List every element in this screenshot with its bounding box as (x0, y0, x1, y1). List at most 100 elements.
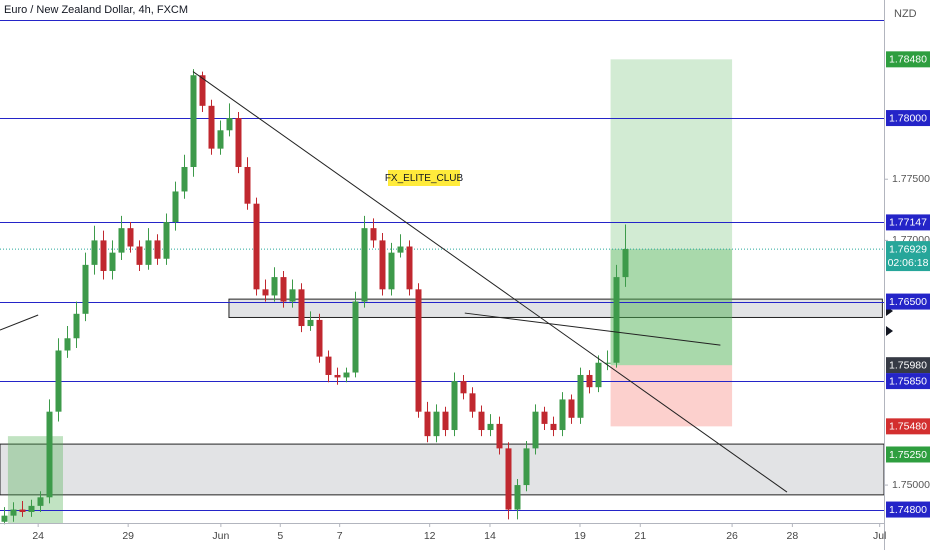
candle-body (253, 203, 260, 290)
candle-body (19, 509, 26, 512)
candle-body (280, 277, 287, 302)
candle-body (55, 350, 62, 412)
price-label: 1.78000 (889, 112, 927, 124)
candle-body (235, 118, 242, 167)
candle-body (181, 166, 188, 192)
stop-zone (610, 365, 733, 427)
candle-body (109, 252, 116, 271)
currency-label: NZD (894, 8, 917, 20)
candle-body (199, 75, 206, 106)
profit-zone (610, 249, 733, 366)
candle-body (64, 338, 71, 351)
price-label: 1.75980 (889, 359, 927, 371)
candle-body (433, 411, 440, 437)
price-label: 1.74800 (889, 504, 927, 516)
candle-body (478, 411, 485, 431)
current-price-badge (886, 241, 930, 272)
price-label: 1.75480 (889, 421, 927, 433)
price-badge (886, 357, 930, 374)
candle-body (46, 411, 53, 498)
zone (0, 443, 885, 496)
candle-body (343, 372, 350, 378)
chart-title: Euro / New Zealand Dollar, 4h, FXCM (4, 4, 188, 16)
candle-body (334, 374, 341, 378)
price-label: 1.75250 (889, 449, 927, 461)
candle-body (559, 399, 566, 431)
axis-marker (886, 326, 893, 336)
x-tick-label: 24 (32, 530, 44, 542)
candle-body (271, 277, 278, 296)
candle-body (262, 289, 269, 296)
candle-body (487, 423, 494, 431)
candle-body (397, 246, 404, 253)
y-tick-label: 1.75000 (892, 479, 930, 491)
candle-body (217, 130, 224, 149)
candle-body (127, 228, 134, 247)
candle-body (424, 411, 431, 437)
candle-body (460, 381, 467, 394)
candle-body (469, 393, 476, 412)
candle-body (496, 423, 503, 449)
candle-body (226, 118, 233, 131)
x-tick-label: 29 (122, 530, 134, 542)
price-label: 1.75850 (889, 375, 927, 387)
annotation: FX_ELITE_CLUB (385, 173, 464, 184)
candle-body (379, 240, 386, 290)
countdown-label: 02:06:18 (888, 257, 929, 269)
trendline (192, 71, 788, 493)
candle-body (136, 246, 143, 265)
price-badge (886, 293, 930, 310)
price-badge (886, 51, 930, 68)
candle-body (289, 289, 296, 302)
candle-body (415, 289, 422, 412)
x-tick-label: 28 (787, 530, 799, 542)
x-tick-label: Jun (212, 530, 229, 542)
candle-body (163, 222, 170, 259)
current-price-label: 1.76929 (889, 243, 927, 255)
candle-body (523, 448, 530, 486)
candle-body (604, 362, 611, 364)
candle-body (100, 240, 107, 271)
candle-body (442, 411, 449, 431)
candle-body (352, 301, 359, 373)
candle-body (73, 313, 80, 339)
price-badge (886, 110, 930, 127)
candle-body (190, 75, 197, 167)
zone (228, 298, 883, 318)
price-badge (886, 446, 930, 463)
plot-area: FX_ELITE_CLUB (0, 20, 885, 525)
candle-body (577, 374, 584, 418)
candle-body (298, 289, 305, 327)
candle-body (316, 319, 323, 357)
price-badge (886, 418, 930, 435)
candle-body (307, 319, 314, 327)
candle-body (244, 166, 251, 204)
x-tick-label: 7 (337, 530, 343, 542)
x-tick-label: Jul (873, 530, 886, 542)
price-badge (886, 501, 930, 518)
x-tick-label: 14 (484, 530, 496, 542)
trendline (464, 312, 721, 346)
candle-body (208, 105, 215, 149)
x-tick-label: 5 (277, 530, 283, 542)
candle-body (10, 509, 17, 516)
candle-body (37, 497, 44, 506)
candle-body (118, 228, 125, 253)
x-tick-label: 12 (424, 530, 436, 542)
candle-body (406, 246, 413, 290)
price-badge (886, 373, 930, 390)
candle-body (28, 505, 35, 512)
y-tick-label: 1.77500 (892, 173, 930, 185)
candle-body (325, 356, 332, 375)
candle-body (451, 381, 458, 431)
price-label: 1.78480 (889, 54, 927, 66)
candle-body (82, 264, 89, 314)
candle-body (568, 399, 575, 418)
candle-body (361, 228, 368, 302)
x-tick-label: 19 (574, 530, 586, 542)
candle-body (514, 485, 521, 510)
candle-body (505, 448, 512, 510)
x-tick-label: 26 (726, 530, 738, 542)
